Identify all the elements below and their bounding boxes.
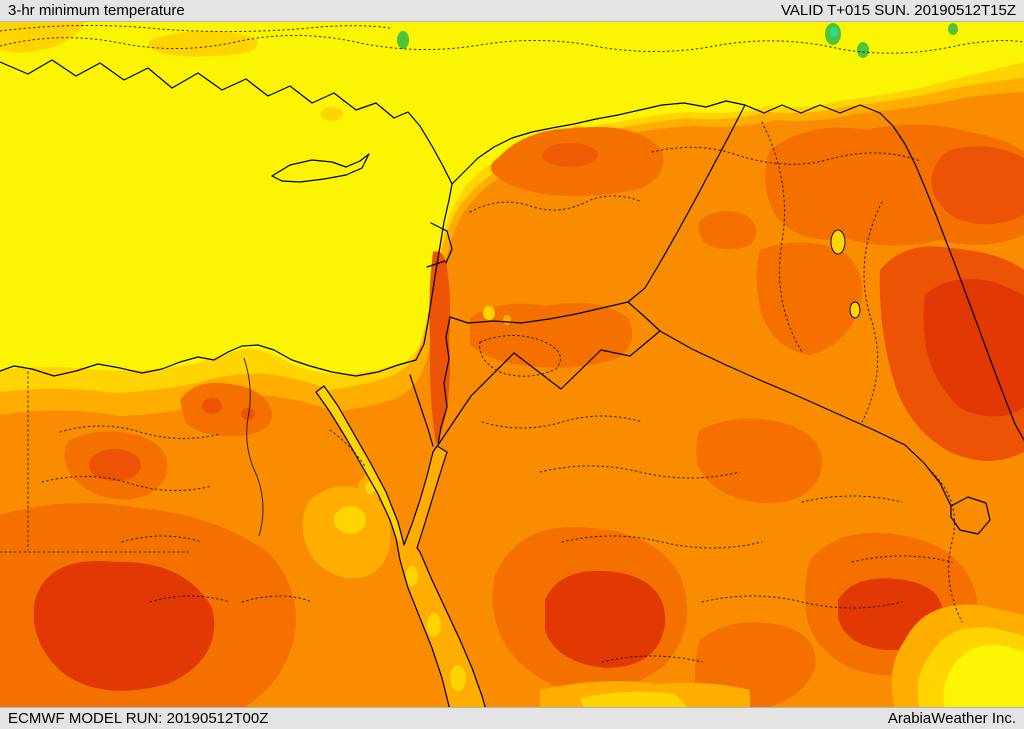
lake-tharthar [830,229,846,255]
syria-iraq-border [627,104,746,303]
turkey-iraq-iran-border [451,100,1024,441]
map-area [0,22,1024,707]
lakes [830,229,861,319]
red-sea-water [316,386,486,707]
cool-patch-layer [302,306,1024,707]
footer-bar: ECMWF MODEL RUN: 20190512T00Z ArabiaWeat… [0,707,1024,729]
syria-jordan-border [449,301,629,324]
weather-map-svg [0,22,1024,707]
cyprus-island [271,153,370,183]
model-run-label: ECMWF MODEL RUN: 20190512T00Z [8,709,269,727]
egypt-israel-border [409,374,434,447]
kuwait-border [950,496,991,535]
contour-admin-dotted-lines [0,24,1024,663]
branding-label: ArabiaWeather Inc. [887,709,1016,727]
header-bar: 3-hr minimum temperature VALID T+015 SUN… [0,0,1024,22]
map-title: 3-hr minimum temperature [8,1,185,19]
rivers [243,357,264,537]
cold-spot-markers [397,23,958,58]
mediterranean-coastline [0,59,453,377]
jordan-valley-border [437,316,451,446]
nile-river [243,357,264,537]
jordan-saudi-border [437,330,661,446]
sinai-red-sea-coast [315,385,486,707]
coastlines [0,59,486,707]
valid-time-label: VALID T+015 SUN. 20190512T15Z [780,1,1016,19]
lake-razzaza [849,301,861,319]
gulf-of-suez [316,386,404,545]
lebanon-border [426,222,453,268]
gulf-of-aqaba [404,446,447,548]
country-borders [409,100,1024,535]
